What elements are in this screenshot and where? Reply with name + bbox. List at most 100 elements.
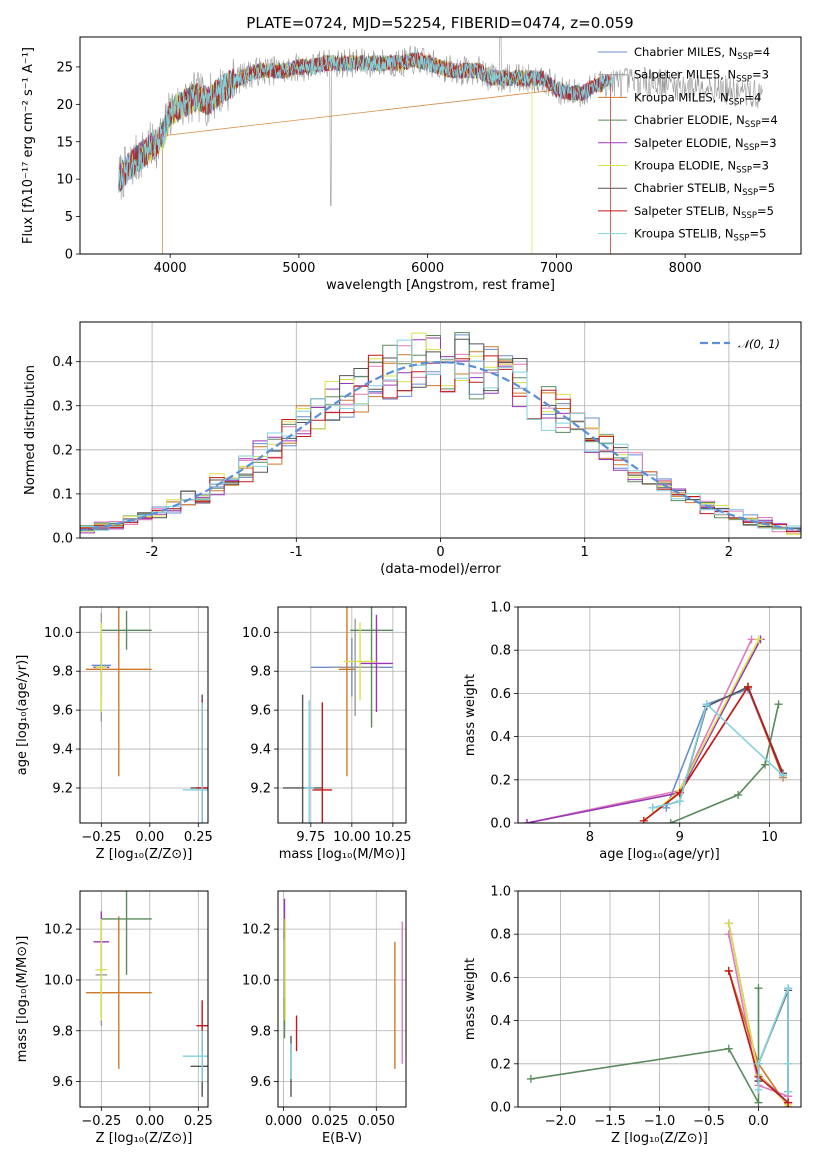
weight-vs-Z-y-axis-label: mass weight: [463, 958, 478, 1040]
spectrum-x-axis-label: wavelength [Angstrom, rest frame]: [326, 278, 555, 293]
weight-vs-age-x-axis-label: age [log₁₀(age/yr)]: [599, 847, 720, 862]
panel-weight-vs-Z: −2.0 −1.5 −1.0 −0.5 0.0 0.0 0.2 0.4 0.6 0.8 1.0 Z […: [463, 885, 802, 1146]
weight-marker-salpeter-stelib: [743, 682, 752, 691]
x-tick-label: 10.00: [333, 830, 370, 845]
y-tick-label: 0: [65, 248, 73, 263]
weight-marker-kroupa-stelib: [784, 984, 793, 993]
legend-label: Kroupa STELIB, N: [634, 227, 734, 241]
x-tick-label: −0.25: [81, 830, 121, 845]
y-tick-label: 9.4: [52, 743, 73, 758]
normal-curve: [80, 360, 801, 532]
weight-marker-chabrier-elodie: [526, 1074, 535, 1083]
y-tick-label: 9.6: [52, 1075, 73, 1090]
y-tick-label: 9.6: [250, 1075, 271, 1090]
legend-suffix: =4: [761, 113, 778, 127]
weight-marker-chabrier-elodie: [774, 700, 783, 709]
weight-marker-kroupa-stelib: [784, 1059, 793, 1068]
x-tick-label: 10: [761, 830, 778, 845]
y-tick-label: 9.8: [52, 1024, 73, 1039]
age-vs-Z-frame: [79, 606, 209, 824]
legend-suffix: =3: [752, 68, 769, 82]
x-tick-label: −1.0: [644, 1114, 676, 1129]
weight-vs-Z-x-axis-label: Z [log₁₀(Z/Z⊙)]: [611, 1131, 708, 1146]
legend-entry: Kroupa MILES, NSSP=4: [634, 90, 761, 107]
x-tick-label: 4000: [154, 261, 187, 276]
mass-vs-EBV-frame: [277, 890, 407, 1108]
legend-entry: Kroupa ELODIE, NSSP=3: [634, 159, 769, 176]
age-vs-Z-plot-area: [80, 607, 208, 823]
y-tick-label: 9.2: [250, 781, 271, 796]
legend-sub: SSP: [742, 188, 758, 198]
weight-vs-age-frame: [517, 606, 802, 824]
legend-label: Chabrier MILES, N: [634, 45, 737, 59]
legend-entry: Chabrier ELODIE, NSSP=4: [634, 113, 778, 130]
histogram-chabrier-stelib: [80, 338, 801, 531]
weight-marker-kroupa-stelib: [702, 700, 711, 709]
figure-title: PLATE=0724, MJD=52254, FIBERID=0474, z=0…: [246, 14, 633, 32]
x-tick-label: 0.00: [135, 830, 164, 845]
legend-normal-label: 𝒩(0, 1): [738, 337, 780, 351]
weight-marker-chabrier-elodie: [724, 1044, 733, 1053]
legend-sub: SSP: [741, 211, 757, 221]
legend-entry: Kroupa STELIB, NSSP=5: [634, 227, 766, 244]
x-tick-label: 8: [586, 830, 594, 845]
y-tick-label: 0.8: [490, 644, 511, 659]
legend-suffix: =3: [760, 136, 777, 150]
y-tick-label: 9.4: [250, 743, 271, 758]
legend-entry: Chabrier MILES, NSSP=4: [634, 45, 770, 62]
y-tick-label: 10.0: [242, 973, 271, 988]
y-tick-label: 1.0: [490, 601, 511, 616]
weight-marker-kroupa-elodie: [724, 919, 733, 928]
x-tick-label: 0.000: [265, 1114, 302, 1129]
y-tick-label: 0.0: [52, 532, 73, 547]
x-tick-label: 1: [581, 545, 589, 560]
y-tick-label: 10.0: [242, 626, 271, 641]
y-tick-label: 0.4: [52, 355, 73, 370]
legend-label: Chabrier ELODIE, N: [634, 113, 745, 127]
y-tick-label: 0.2: [490, 773, 511, 788]
model-line-kroupa-elodie: [118, 52, 533, 254]
weight-line-kroupa-elodie: [643, 639, 760, 822]
weight-line-kroupa-stelib: [757, 987, 789, 1092]
x-tick-label: −1.5: [594, 1114, 626, 1129]
legend-sub: SSP: [729, 97, 745, 107]
weight-marker-chabrier-elodie: [666, 819, 675, 823]
weight-vs-age-y-axis-label: mass weight: [463, 674, 478, 756]
y-tick-label: 0.0: [490, 817, 511, 832]
legend-label: Salpeter MILES, N: [634, 68, 736, 82]
legend-suffix: =5: [757, 204, 774, 218]
x-tick-label: 9: [676, 830, 684, 845]
weight-marker-kroupa-stelib: [784, 1087, 793, 1096]
weight-marker-kroupa-stelib: [754, 1085, 763, 1094]
weight-marker-kroupa-stelib: [648, 803, 657, 812]
histogram-salpeter-stelib: [80, 354, 801, 533]
legend-label: Salpeter STELIB, N: [634, 204, 741, 218]
weight-marker-kroupa-stelib: [754, 1059, 763, 1068]
y-tick-label: 0.0: [490, 1101, 511, 1116]
legend-label: Kroupa ELODIE, N: [634, 159, 736, 173]
weight-line-salpeter-miles: [526, 639, 753, 823]
weight-vs-Z-plot-area: [518, 891, 801, 1107]
legend-sub: SSP: [734, 234, 750, 244]
y-tick-label: 10.0: [44, 626, 73, 641]
weight-line-chabrier-stelib: [652, 685, 784, 809]
y-tick-label: 0.2: [52, 443, 73, 458]
residuals-frame: [79, 321, 802, 539]
spectrum-y-axis-label: Flux [fλ10⁻¹⁷ erg cm⁻² s⁻¹ A⁻¹]: [21, 47, 36, 244]
y-tick-label: 10: [56, 173, 73, 188]
weight-vs-Z-frame: [517, 890, 802, 1108]
x-tick-label: 8000: [669, 261, 702, 276]
weight-line-chabrier-elodie: [670, 704, 780, 823]
x-tick-label: 9.75: [296, 830, 325, 845]
panel-age-vs-Z: −0.25 0.00 0.25 9.2 9.4 9.6 9.8 10.0 Z [log₁₀(Z/…: [15, 606, 213, 862]
age-vs-Z-y-axis-label: age [log₁₀(age/yr)]: [15, 655, 30, 776]
mass-vs-Z-y-axis-label: mass [log₁₀(M/M⊙)]: [15, 936, 30, 1063]
weight-line-kroupa-miles: [643, 685, 784, 822]
legend-sub: SSP: [737, 52, 753, 62]
x-tick-label: 2: [725, 545, 733, 560]
legend-label: Kroupa MILES, N: [634, 90, 729, 104]
y-tick-label: 9.6: [52, 704, 73, 719]
x-tick-label: −2.0: [545, 1114, 577, 1129]
x-tick-label: -1: [290, 545, 303, 560]
